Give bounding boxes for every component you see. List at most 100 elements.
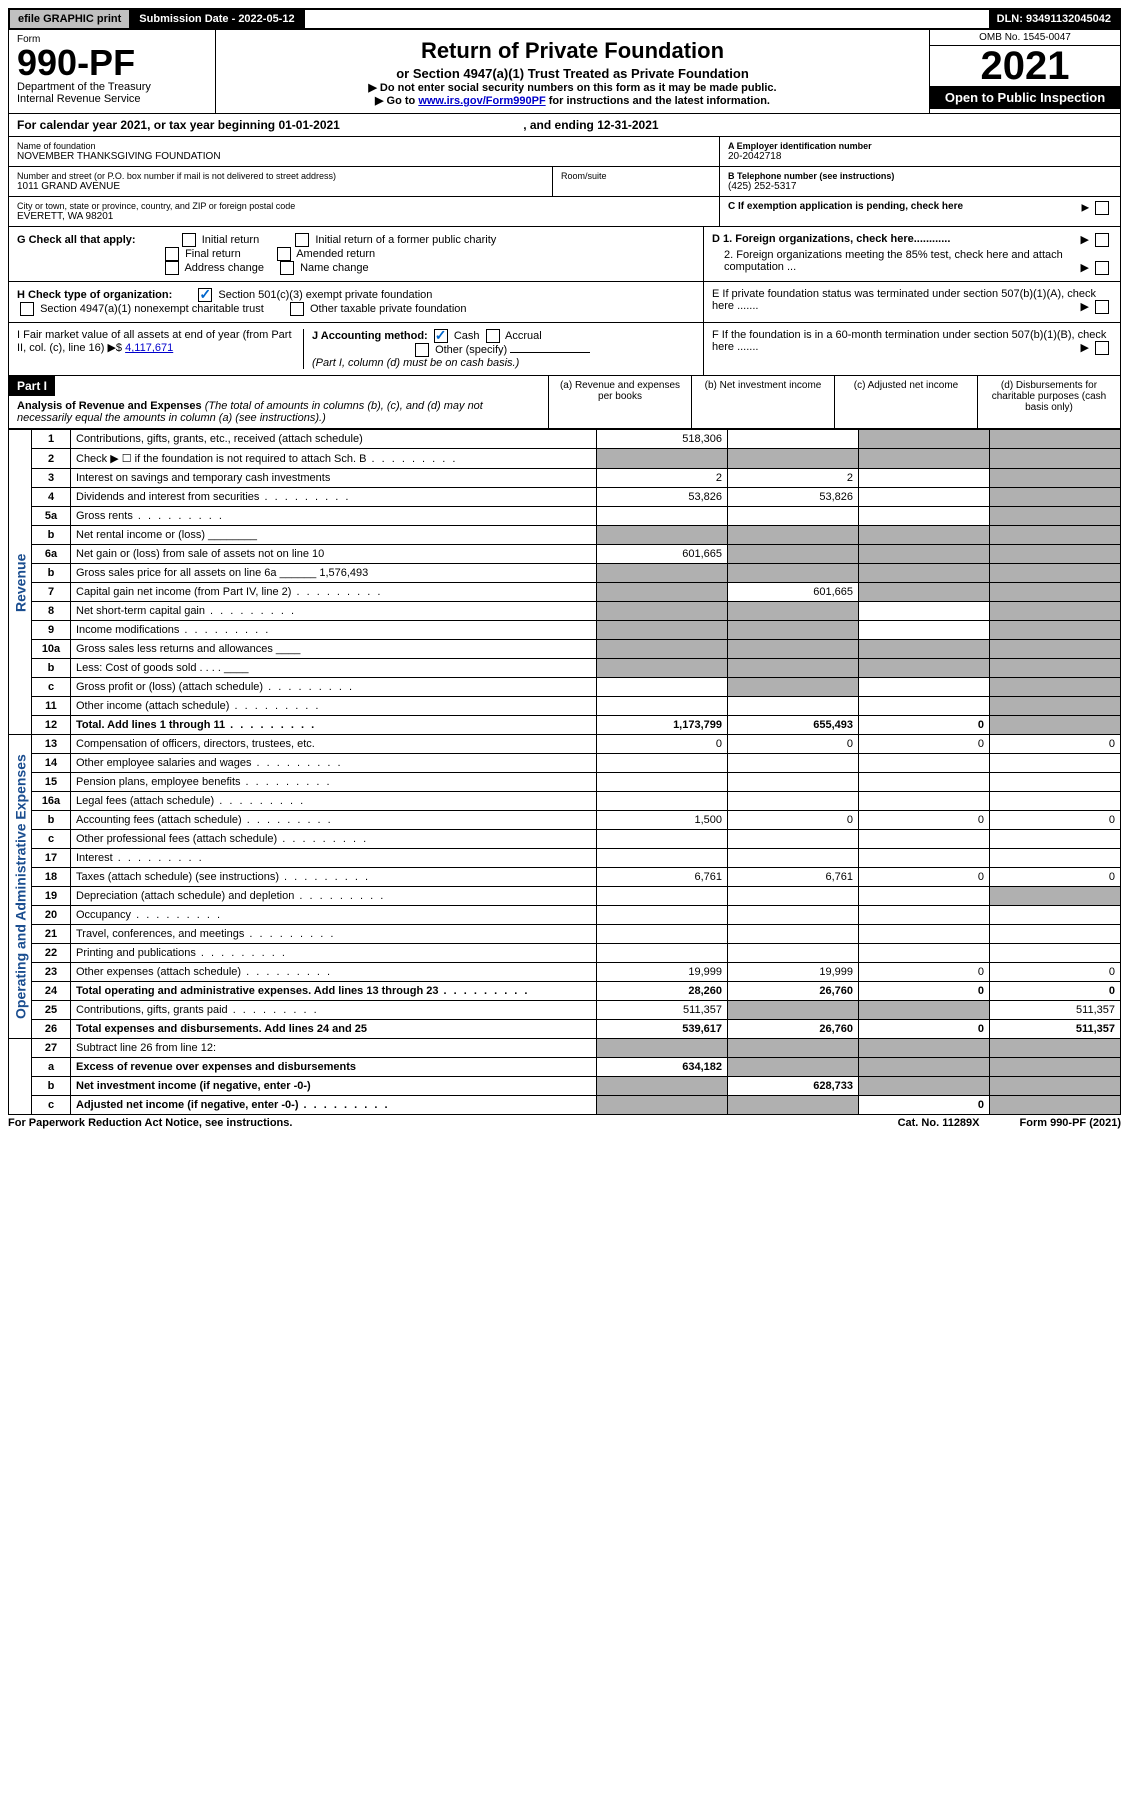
line-number: 16a bbox=[32, 792, 71, 811]
initial-former-checkbox[interactable] bbox=[295, 233, 309, 247]
line-number: 13 bbox=[32, 735, 71, 754]
other-method-checkbox[interactable] bbox=[415, 343, 429, 357]
line-description: Occupancy bbox=[71, 906, 597, 925]
other-method-label: Other (specify) bbox=[435, 344, 507, 356]
line-description: Gross sales price for all assets on line… bbox=[71, 564, 597, 583]
col-d-header: (d) Disbursements for charitable purpose… bbox=[977, 376, 1120, 428]
line-number: 5a bbox=[32, 507, 71, 526]
cash-checkbox[interactable] bbox=[434, 329, 448, 343]
initial-return-checkbox[interactable] bbox=[182, 233, 196, 247]
d2-checkbox[interactable] bbox=[1095, 261, 1109, 275]
line-number: c bbox=[32, 678, 71, 697]
line-description: Net rental income or (loss) ________ bbox=[71, 526, 597, 545]
line-number: 7 bbox=[32, 583, 71, 602]
col-a-header: (a) Revenue and expenses per books bbox=[548, 376, 691, 428]
efile-label[interactable]: efile GRAPHIC print bbox=[10, 10, 131, 28]
table-row: 9Income modifications bbox=[9, 621, 1121, 640]
line-number: 18 bbox=[32, 868, 71, 887]
line-description: Dividends and interest from securities bbox=[71, 488, 597, 507]
tax-year: 2021 bbox=[930, 46, 1120, 86]
table-row: 27Subtract line 26 from line 12: bbox=[9, 1039, 1121, 1058]
line-number: 1 bbox=[32, 430, 71, 449]
501c3-label: Section 501(c)(3) exempt private foundat… bbox=[218, 289, 432, 301]
other-taxable-checkbox[interactable] bbox=[290, 302, 304, 316]
col-b-header: (b) Net investment income bbox=[691, 376, 834, 428]
footer-row: For Paperwork Reduction Act Notice, see … bbox=[8, 1115, 1121, 1129]
part1-label: Part I bbox=[9, 376, 55, 396]
line-number: b bbox=[32, 564, 71, 583]
line-number: b bbox=[32, 811, 71, 830]
side-label: Revenue bbox=[9, 430, 32, 735]
foundation-name: NOVEMBER THANKSGIVING FOUNDATION bbox=[17, 151, 711, 162]
c-checkbox[interactable] bbox=[1095, 201, 1109, 215]
form-subtitle: or Section 4947(a)(1) Trust Treated as P… bbox=[228, 66, 917, 81]
dln-label: DLN: 93491132045042 bbox=[989, 10, 1119, 28]
accrual-checkbox[interactable] bbox=[486, 329, 500, 343]
cal-end: 12-31-2021 bbox=[597, 118, 658, 132]
initial-return-label: Initial return bbox=[202, 234, 259, 246]
fmv-value[interactable]: 4,117,671 bbox=[125, 342, 173, 354]
name-change-checkbox[interactable] bbox=[280, 261, 294, 275]
table-row: 17Interest bbox=[9, 849, 1121, 868]
line-description: Contributions, gifts, grants paid bbox=[71, 1001, 597, 1020]
line-description: Net gain or (loss) from sale of assets n… bbox=[71, 545, 597, 564]
city-value: EVERETT, WA 98201 bbox=[17, 211, 711, 222]
line-number: b bbox=[32, 659, 71, 678]
line-number: 20 bbox=[32, 906, 71, 925]
line-number: 12 bbox=[32, 716, 71, 735]
table-row: 3Interest on savings and temporary cash … bbox=[9, 469, 1121, 488]
line-description: Adjusted net income (if negative, enter … bbox=[71, 1096, 597, 1115]
table-row: Operating and Administrative Expenses13C… bbox=[9, 735, 1121, 754]
arrow-icon: ▶ bbox=[1080, 262, 1088, 274]
line-description: Interest bbox=[71, 849, 597, 868]
h-label: H Check type of organization: bbox=[17, 289, 172, 301]
f-checkbox[interactable] bbox=[1095, 341, 1109, 355]
table-row: cOther professional fees (attach schedul… bbox=[9, 830, 1121, 849]
submission-date: Submission Date - 2022-05-12 bbox=[131, 10, 304, 28]
amended-return-checkbox[interactable] bbox=[277, 247, 291, 261]
d1-checkbox[interactable] bbox=[1095, 233, 1109, 247]
line-description: Net investment income (if negative, ente… bbox=[71, 1077, 597, 1096]
form-header: Form 990-PF Department of the Treasury I… bbox=[8, 30, 1121, 114]
line-number: 26 bbox=[32, 1020, 71, 1039]
4947-checkbox[interactable] bbox=[20, 302, 34, 316]
g-label: G Check all that apply: bbox=[17, 234, 136, 246]
501c3-checkbox[interactable] bbox=[198, 288, 212, 302]
d1-label: D 1. Foreign organizations, check here..… bbox=[712, 233, 950, 245]
instruction-line-1: ▶ Do not enter social security numbers o… bbox=[228, 81, 917, 94]
line-description: Other employee salaries and wages bbox=[71, 754, 597, 773]
table-row: 11Other income (attach schedule) bbox=[9, 697, 1121, 716]
line-number: a bbox=[32, 1058, 71, 1077]
cal-pre: For calendar year 2021, or tax year begi… bbox=[17, 118, 278, 132]
analysis-table: Revenue1Contributions, gifts, grants, et… bbox=[8, 429, 1121, 1115]
j-note: (Part I, column (d) must be on cash basi… bbox=[312, 357, 519, 369]
foundation-name-cell: Name of foundation NOVEMBER THANKSGIVING… bbox=[9, 137, 719, 167]
line-description: Contributions, gifts, grants, etc., rece… bbox=[71, 430, 597, 449]
final-return-checkbox[interactable] bbox=[165, 247, 179, 261]
ij-left: I Fair market value of all assets at end… bbox=[9, 323, 703, 375]
table-row: 5aGross rents bbox=[9, 507, 1121, 526]
table-row: aExcess of revenue over expenses and dis… bbox=[9, 1058, 1121, 1077]
line-number: c bbox=[32, 1096, 71, 1115]
table-row: cGross profit or (loss) (attach schedule… bbox=[9, 678, 1121, 697]
irs-link[interactable]: www.irs.gov/Form990PF bbox=[418, 95, 545, 107]
table-row: 23Other expenses (attach schedule)19,999… bbox=[9, 963, 1121, 982]
line-number: 10a bbox=[32, 640, 71, 659]
e-checkbox[interactable] bbox=[1095, 300, 1109, 314]
line-description: Check ▶ ☐ if the foundation is not requi… bbox=[71, 449, 597, 469]
line-description: Net short-term capital gain bbox=[71, 602, 597, 621]
address-change-checkbox[interactable] bbox=[165, 261, 179, 275]
table-row: 8Net short-term capital gain bbox=[9, 602, 1121, 621]
line-description: Other income (attach schedule) bbox=[71, 697, 597, 716]
line-description: Subtract line 26 from line 12: bbox=[71, 1039, 597, 1058]
table-row: 25Contributions, gifts, grants paid511,3… bbox=[9, 1001, 1121, 1020]
line-description: Depreciation (attach schedule) and deple… bbox=[71, 887, 597, 906]
line2-post: for instructions and the latest informat… bbox=[546, 95, 770, 107]
table-row: bGross sales price for all assets on lin… bbox=[9, 564, 1121, 583]
4947-label: Section 4947(a)(1) nonexempt charitable … bbox=[40, 303, 264, 315]
other-taxable-label: Other taxable private foundation bbox=[310, 303, 467, 315]
line-number: 27 bbox=[32, 1039, 71, 1058]
d2-label: 2. Foreign organizations meeting the 85%… bbox=[724, 249, 1063, 273]
line-number: 15 bbox=[32, 773, 71, 792]
initial-former-label: Initial return of a former public charit… bbox=[315, 234, 496, 246]
